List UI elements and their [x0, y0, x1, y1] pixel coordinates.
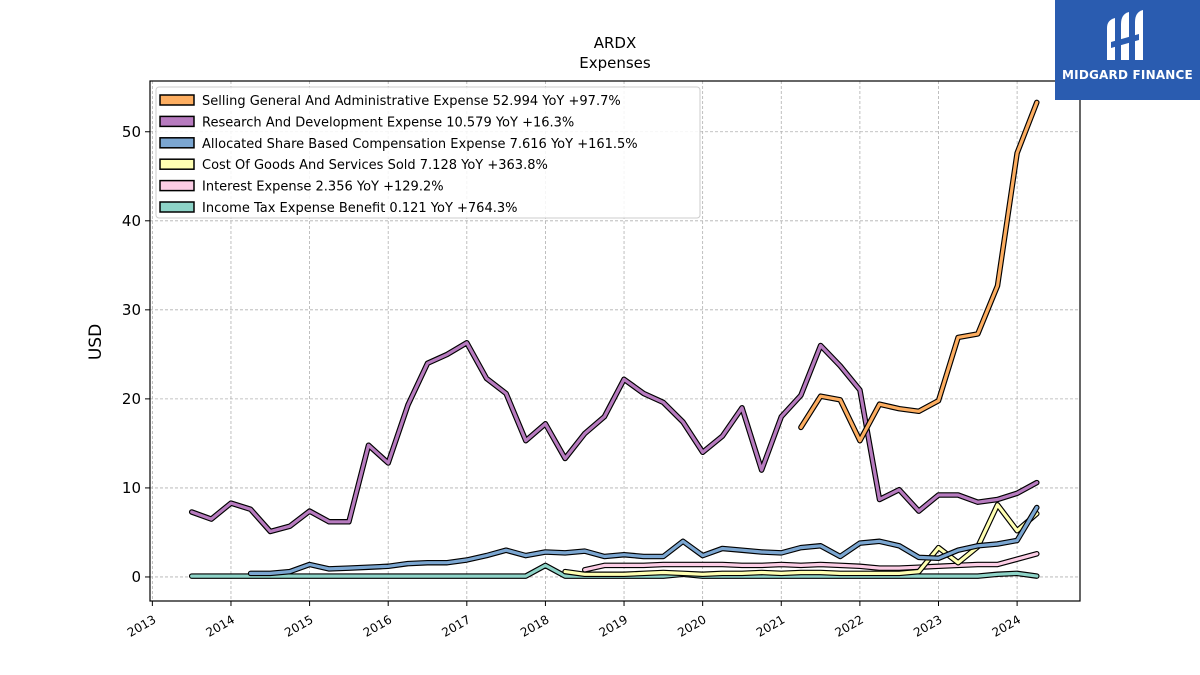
x-tick-label: 2022	[832, 612, 865, 639]
legend-entry-label: Selling General And Administrative Expen…	[202, 94, 621, 109]
series-line-interest-expense	[583, 552, 1039, 572]
x-tick-label: 2018	[518, 612, 551, 639]
legend: Selling General And Administrative Expen…	[155, 86, 701, 219]
legend-swatch	[159, 179, 195, 192]
series-line-allocated-share-based-compensation-expense	[249, 505, 1039, 576]
x-tick-label: 2015	[282, 612, 315, 639]
legend-swatch	[159, 115, 195, 128]
x-tick-label: 2020	[675, 612, 708, 639]
x-tick-label: 2017	[439, 612, 472, 639]
x-axis-ticks: 2013 2014 2015 2016 2017 2018 2019 2020 2021 2022…	[125, 601, 1023, 640]
x-tick-label: 2016	[361, 612, 394, 639]
y-tick-label: 50	[122, 123, 141, 141]
y-axis-ticks: 0 10 20 30 40 50	[122, 123, 150, 586]
x-tick-label: 2021	[754, 612, 787, 639]
chart-subtitle: Expenses	[579, 54, 651, 72]
legend-swatch	[159, 94, 195, 106]
legend-entry-label: Income Tax Expense Benefit 0.121 YoY +76…	[202, 201, 517, 216]
legend-entry-label: Research And Development Expense 10.579 …	[202, 115, 574, 130]
legend-box	[155, 86, 701, 219]
x-tick-label: 2014	[204, 612, 237, 639]
series-line-cost-of-goods-and-services-sold	[563, 503, 1039, 576]
plot-frame	[149, 80, 1081, 602]
x-tick-label: 2023	[911, 612, 944, 639]
y-tick-label: 0	[131, 568, 141, 586]
legend-swatch	[159, 158, 195, 170]
x-tick-label: 2013	[125, 612, 158, 639]
series-lines	[188, 99, 1040, 579]
chart-title: ARDX	[594, 34, 637, 52]
logo-mark-icon	[1107, 10, 1143, 60]
logo-text: MIDGARD FINANCE	[1062, 68, 1193, 82]
x-tick-label: 2024	[990, 612, 1023, 639]
y-tick-label: 40	[122, 212, 141, 230]
legend-swatch	[159, 201, 195, 213]
y-tick-label: 10	[122, 479, 141, 497]
midgard-finance-logo: MIDGARD FINANCE	[1055, 0, 1200, 100]
series-outline-selling-general-and-administrative-expense	[798, 99, 1040, 444]
y-axis-label: USD	[86, 324, 106, 360]
y-tick-label: 30	[122, 301, 141, 319]
y-tick-label: 20	[122, 390, 141, 408]
series-line-research-and-development-expense	[190, 341, 1039, 534]
legend-entry-label: Cost Of Goods And Services Sold 7.128 Yo…	[202, 158, 548, 173]
legend-entry-label: Interest Expense 2.356 YoY +129.2%	[202, 180, 444, 195]
x-tick-label: 2019	[597, 612, 630, 639]
series-line-selling-general-and-administrative-expense	[799, 100, 1039, 443]
legend-entry-label: Allocated Share Based Compensation Expen…	[202, 137, 638, 152]
legend-swatch	[159, 137, 195, 149]
